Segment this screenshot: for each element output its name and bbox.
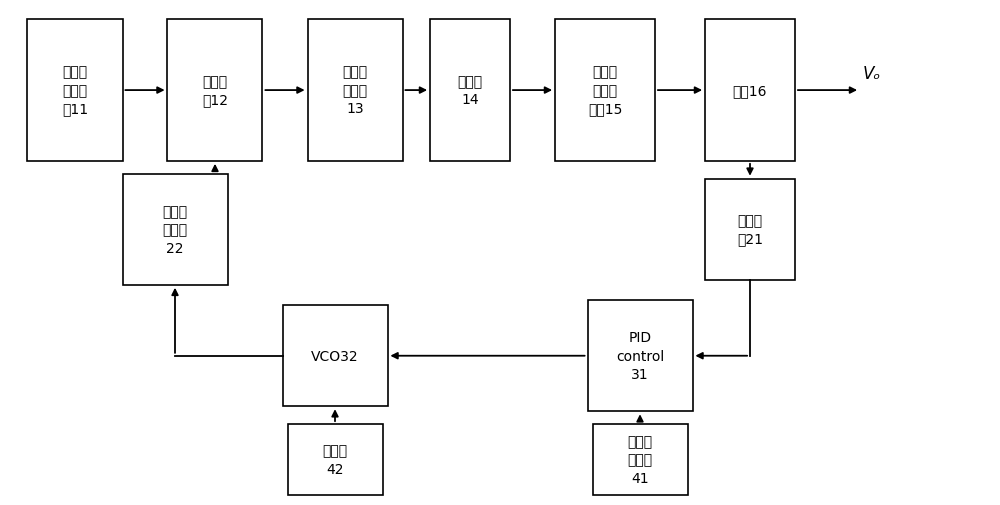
Bar [122, 174, 228, 285]
Text: 负载16: 负载16 [733, 84, 767, 98]
Text: VCO32: VCO32 [311, 349, 359, 363]
Bar [167, 20, 262, 162]
Bar [430, 20, 510, 162]
Text: 整流滤
波电路
模块15: 整流滤 波电路 模块15 [588, 66, 622, 116]
Text: 谐振网
络模块
13: 谐振网 络模块 13 [342, 66, 368, 116]
Text: 基准电
压模块
41: 基准电 压模块 41 [627, 434, 653, 485]
Bar [592, 424, 688, 495]
Bar [705, 179, 795, 280]
Text: 主电路
输入电
源11: 主电路 输入电 源11 [62, 66, 88, 116]
Bar [288, 424, 383, 495]
Text: Vₒ: Vₒ [863, 65, 881, 83]
Bar [705, 20, 795, 162]
Bar [27, 20, 122, 162]
Text: PID
control
31: PID control 31 [616, 331, 664, 381]
Text: 分压模
块21: 分压模 块21 [737, 214, 763, 246]
Bar [308, 20, 402, 162]
Text: 反相器
42: 反相器 42 [322, 443, 348, 476]
Text: 驱动电
路模块
22: 驱动电 路模块 22 [162, 205, 188, 255]
Bar [555, 20, 655, 162]
Bar [588, 300, 692, 412]
Text: 开关模
块12: 开关模 块12 [202, 75, 228, 107]
Bar [283, 306, 388, 407]
Text: 变压器
14: 变压器 14 [457, 75, 483, 107]
